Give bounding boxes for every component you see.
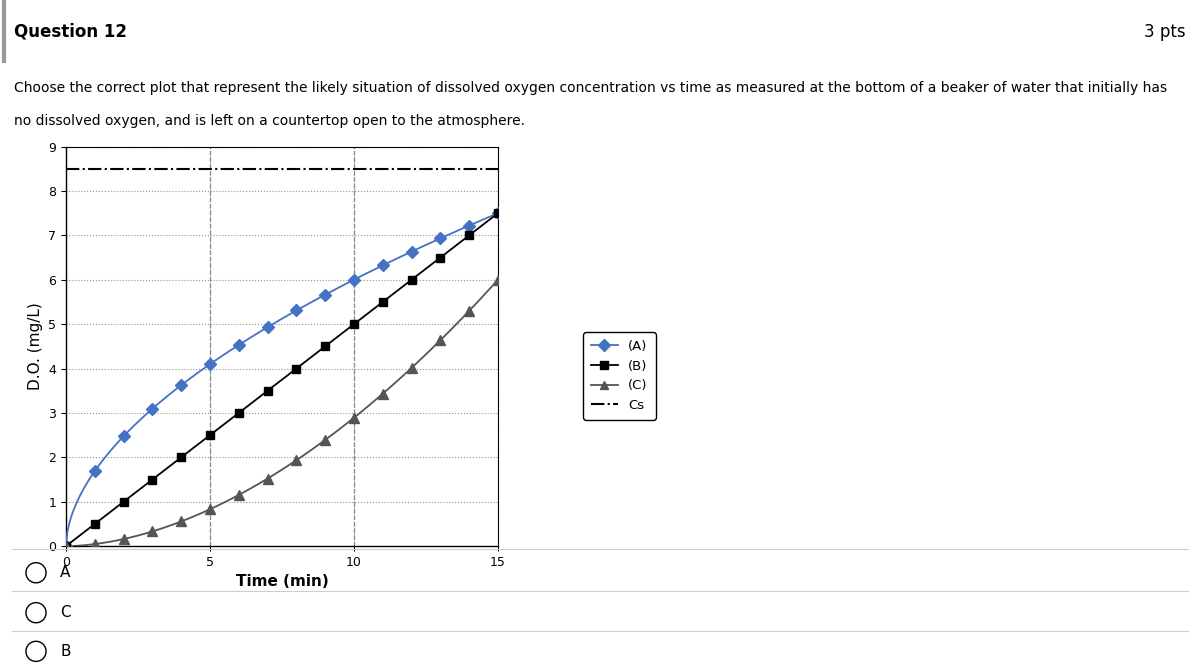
X-axis label: Time (min): Time (min)	[235, 574, 329, 589]
Legend: (A), (B), (C), Cs: (A), (B), (C), Cs	[583, 332, 655, 420]
Text: Choose the correct plot that represent the likely situation of dissolved oxygen : Choose the correct plot that represent t…	[14, 81, 1168, 95]
Y-axis label: D.O. (mg/L): D.O. (mg/L)	[28, 302, 43, 390]
Text: 3 pts: 3 pts	[1144, 23, 1186, 41]
Circle shape	[26, 563, 46, 583]
Circle shape	[26, 603, 46, 623]
Text: B: B	[60, 644, 71, 659]
Text: C: C	[60, 605, 71, 620]
Text: Question 12: Question 12	[14, 23, 127, 41]
Circle shape	[26, 641, 46, 661]
Text: no dissolved oxygen, and is left on a countertop open to the atmosphere.: no dissolved oxygen, and is left on a co…	[14, 114, 526, 128]
Text: A: A	[60, 565, 71, 580]
